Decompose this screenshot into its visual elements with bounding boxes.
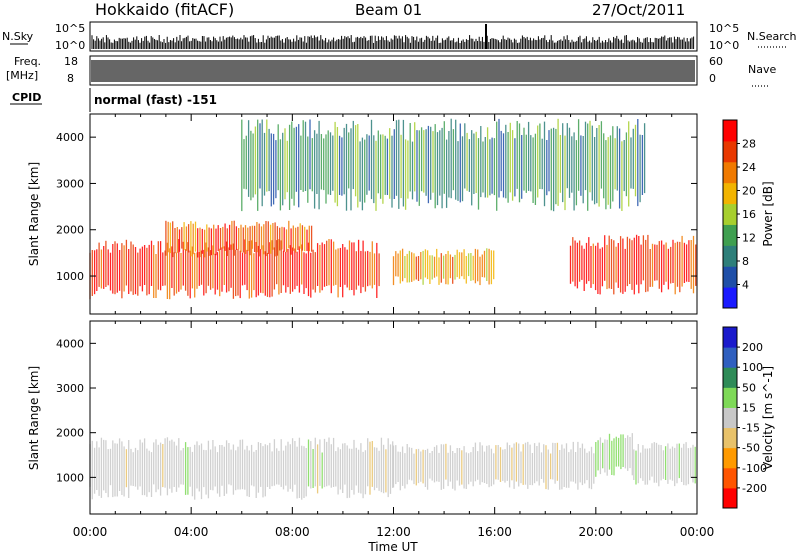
colorbar-swatch [723, 203, 737, 225]
power-colorbar-label: Power [dB] [761, 181, 775, 246]
velocity-colorbar: 200 100 50 15 -15 -50 -100 -200 [722, 326, 767, 509]
velocity-panel: 1000 2000 3000 4000 Slant Range [km] 200 100… [27, 320, 775, 515]
colorbar-swatch [723, 467, 737, 489]
power-colorbar: 4 8 12 16 20 24 28 [722, 119, 756, 309]
colorbar-swatch [723, 347, 737, 368]
nave-tick-high: 60 [709, 55, 723, 68]
colorbar-swatch [723, 387, 737, 408]
time-tick-label: 00:00 [73, 525, 108, 539]
colorbar-tick-label: 12 [742, 232, 756, 245]
time-tick-label: 00:00 [680, 525, 715, 539]
power-axes: 1000 2000 3000 4000 [56, 114, 698, 314]
colorbar-swatch [723, 487, 737, 509]
time-tick-label: 20:00 [579, 525, 614, 539]
nsearch-tick-high: 10^5 [709, 22, 739, 35]
ytick-label: 3000 [56, 382, 84, 395]
power-panel: 1000 2000 3000 4000 Slant Range [km] 4 8 12 16… [27, 113, 775, 315]
colorbar-frame [722, 326, 738, 509]
nave-tick-low: 0 [709, 72, 716, 85]
ytick-label: 4000 [56, 131, 84, 144]
freq-panel: Freq. [MHz] 18 8 60 0 Nave [6, 55, 776, 87]
ytick-label: 4000 [56, 337, 84, 350]
colorbar-swatch [723, 407, 737, 429]
colorbar-swatch [723, 120, 737, 142]
colorbar-swatch [723, 245, 737, 267]
ytick-label: 2000 [56, 427, 84, 440]
title-station: Hokkaido (fitACF) [95, 0, 234, 19]
time-tick-label: 12:00 [376, 525, 411, 539]
title-beam: Beam 01 [355, 1, 422, 19]
ytick-label: 1000 [56, 471, 84, 484]
colorbar-swatch [723, 266, 737, 288]
freq-unit: [MHz] [6, 69, 38, 82]
velocity-ylabel: Slant Range [km] [27, 366, 41, 470]
colorbar-tick-label: 4 [742, 279, 749, 292]
colorbar-swatch [723, 287, 737, 309]
velocity-colorbar-label: Velocity [m s^-1] [761, 366, 775, 470]
time-tick-label: 04:00 [174, 525, 209, 539]
nsearch-tick-low: 10^0 [709, 39, 739, 52]
cpid-label: CPID [12, 91, 41, 104]
colorbar-swatch [723, 140, 737, 163]
power-scatter [89, 118, 697, 300]
ytick-label: 3000 [56, 177, 84, 190]
time-tick-label: 16:00 [477, 525, 512, 539]
time-tick-labels: 00:00 04:00 08:00 12:00 16:00 20:00 00:00 [73, 525, 715, 539]
freq-tick-high: 18 [64, 55, 78, 68]
ytick-label: 2000 [56, 224, 84, 237]
colorbar-swatch [723, 224, 737, 246]
colorbar-swatch [723, 161, 737, 184]
time-tick-label: 08:00 [275, 525, 310, 539]
colorbar-swatch [723, 182, 737, 205]
colorbar-tick-label: 50 [742, 381, 756, 394]
freq-label: Freq. [14, 55, 41, 68]
time-axis-label: Time UT [367, 540, 418, 554]
colorbar-swatch [723, 367, 737, 388]
colorbar-tick-label: -15 [742, 422, 760, 435]
nsearch-label: N.Search [747, 30, 797, 43]
colorbar-tick-label: -50 [742, 442, 760, 455]
freq-tick-low: 8 [67, 72, 74, 85]
colorbar-tick-label: 20 [742, 185, 756, 198]
colorbar-tick-label: 100 [742, 361, 763, 374]
title-date: 27/Oct/2011 [592, 1, 685, 19]
freq-bars [91, 60, 695, 82]
colorbar-swatch [723, 447, 737, 469]
colorbar-tick-label: -100 [742, 462, 767, 475]
colorbar-tick-label: 16 [742, 208, 756, 221]
velocity-axes: 1000 2000 3000 4000 [56, 321, 698, 514]
nsky-label: N.Sky [2, 30, 34, 43]
ytick-label: 1000 [56, 270, 84, 283]
colorbar-tick-label: 24 [742, 161, 756, 174]
colorbar-tick-label: 28 [742, 138, 756, 151]
nsky-tick-low: 10^0 [55, 39, 85, 52]
power-ylabel: Slant Range [km] [27, 162, 41, 266]
freq-frame [89, 55, 698, 86]
nsky-panel: N.Sky 10^5 10^0 10^5 10^0 N.Search [2, 21, 797, 52]
nsky-frame [89, 21, 698, 52]
colorbar-tick-label: -200 [742, 482, 767, 495]
colorbar-swatch [723, 327, 737, 348]
colorbar-tick-label: 200 [742, 341, 763, 354]
cpid-value: normal (fast) -151 [94, 93, 217, 107]
nsky-bars [91, 24, 695, 49]
colorbar-tick-label: 15 [742, 401, 756, 414]
colorbar-tick-label: 8 [742, 255, 749, 268]
nave-label: Nave [748, 63, 776, 76]
velocity-scatter [89, 433, 696, 500]
nsky-tick-high: 10^5 [55, 22, 85, 35]
colorbar-swatch [723, 427, 737, 449]
